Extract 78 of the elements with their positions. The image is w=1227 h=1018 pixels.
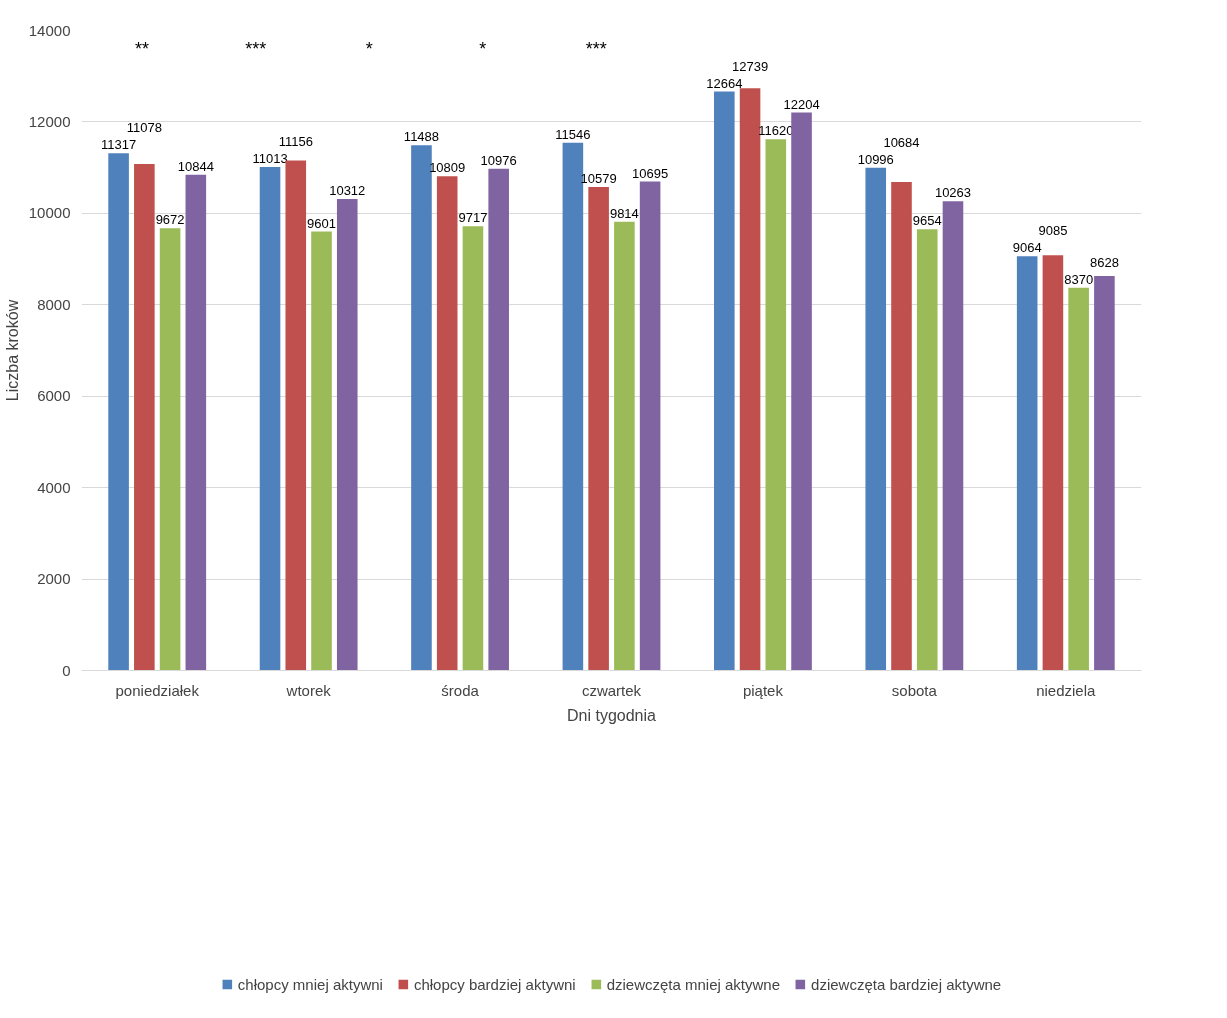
bar — [108, 153, 129, 671]
bar — [462, 226, 484, 671]
x-axis-title: Dni tygodnia — [567, 706, 657, 724]
bar — [1068, 287, 1089, 671]
annotation: * — [479, 38, 487, 59]
y-tick-label: 10000 — [28, 204, 71, 222]
y-tick-label: 12000 — [28, 112, 71, 130]
bar — [865, 167, 887, 671]
data-label: 12739 — [731, 58, 769, 74]
x-tick-label: środa — [441, 681, 480, 699]
bar — [488, 168, 509, 671]
data-label: 9717 — [458, 210, 488, 226]
bar — [185, 174, 207, 671]
annotation: * — [365, 38, 373, 59]
data-label: 11546 — [555, 126, 591, 142]
bar — [134, 164, 155, 671]
data-label: 9601 — [307, 215, 336, 231]
bar — [588, 186, 609, 671]
x-tick-label: sobota — [891, 681, 938, 699]
bar — [336, 199, 358, 671]
bar — [311, 231, 332, 671]
x-tick-label: poniedziałek — [115, 681, 200, 699]
data-label: 11317 — [101, 137, 137, 153]
bar — [791, 112, 812, 671]
annotation: *** — [585, 38, 607, 59]
bar — [739, 88, 761, 671]
data-label: 11156 — [278, 134, 313, 150]
data-label: 12204 — [783, 96, 820, 112]
data-label: 8370 — [1064, 271, 1094, 287]
y-tick-label: 6000 — [37, 387, 71, 405]
data-label: 9672 — [155, 212, 185, 228]
y-tick-label: 0 — [62, 661, 71, 679]
y-tick-label: 4000 — [37, 478, 71, 496]
data-label: 9064 — [1012, 240, 1042, 256]
bar — [916, 229, 938, 671]
bar — [765, 139, 787, 671]
bar — [1094, 276, 1115, 671]
bar — [259, 167, 281, 671]
data-label: 11078 — [126, 120, 162, 136]
data-label: 10844 — [177, 158, 214, 174]
data-label: 11013 — [252, 151, 288, 167]
bar — [159, 228, 181, 671]
y-tick-label: 2000 — [37, 570, 71, 588]
bar — [285, 160, 307, 671]
y-tick-label: 14000 — [28, 21, 71, 39]
x-tick-label: czwartek — [581, 681, 642, 699]
bar — [614, 221, 635, 671]
x-tick-label: piątek — [742, 681, 784, 699]
data-label: 9654 — [912, 213, 942, 229]
bar — [436, 176, 458, 671]
data-label: 10976 — [480, 152, 517, 168]
x-tick-label: niedziela — [1036, 681, 1097, 699]
bar — [639, 181, 661, 671]
data-label: 12664 — [706, 75, 743, 91]
bar — [942, 201, 964, 671]
legend-label: chłopcy bardziej aktywni — [413, 975, 576, 993]
bar — [891, 182, 912, 671]
data-label: 10312 — [329, 183, 366, 199]
data-label: 10263 — [934, 185, 972, 201]
x-tick-label: wtorek — [285, 681, 332, 699]
annotation: ** — [135, 38, 150, 59]
data-label: 9814 — [609, 205, 639, 221]
bar — [1042, 255, 1064, 671]
annotation: *** — [245, 38, 267, 59]
data-label: 9085 — [1038, 223, 1068, 239]
data-label: 10996 — [857, 151, 894, 167]
bar — [714, 91, 735, 671]
data-label: 11488 — [403, 129, 440, 145]
legend-label: chłopcy mniej aktywni — [237, 975, 383, 993]
data-label: 10684 — [883, 134, 920, 150]
y-tick-label: 8000 — [37, 295, 71, 313]
y-axis-title: Liczba kroków — [3, 299, 21, 402]
legend-label: dziewczęta bardziej aktywne — [811, 975, 1002, 993]
bar — [411, 145, 432, 671]
data-label: 10695 — [632, 165, 669, 181]
bar — [1016, 256, 1038, 671]
legend-label: dziewczęta mniej aktywne — [606, 975, 781, 993]
data-label: 8628 — [1089, 254, 1119, 270]
